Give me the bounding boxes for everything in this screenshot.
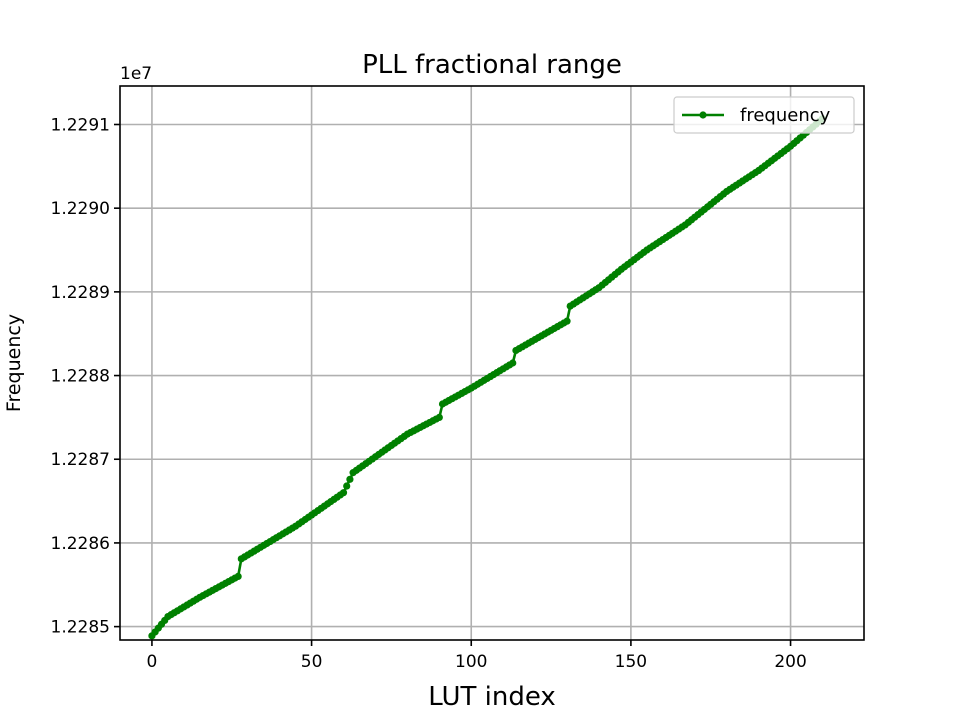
x-tick-label: 150	[615, 652, 647, 672]
y-tick-label: 1.2285	[51, 618, 110, 638]
data-point	[509, 359, 517, 367]
data-point	[343, 482, 351, 490]
data-point	[339, 489, 348, 497]
y-tick-label: 1.2287	[51, 450, 110, 470]
data-point	[346, 475, 354, 483]
data-point	[234, 572, 242, 581]
x-tick-label: 100	[455, 652, 487, 672]
y-tick-label: 1.2288	[51, 367, 110, 387]
y-tick-label: 1.2291	[51, 115, 110, 135]
x-tick-label: 0	[147, 652, 158, 672]
x-axis: 0 50 100 150 200	[147, 640, 807, 672]
legend-marker-sample	[699, 111, 707, 119]
data-point	[563, 317, 571, 325]
y-tick-label: 1.2286	[51, 534, 110, 554]
legend-entry-frequency: frequency	[740, 105, 831, 126]
x-axis-label: LUT index	[428, 682, 556, 712]
series-layer	[148, 115, 827, 640]
y-axis-label: Frequency	[3, 314, 25, 412]
y-axis-offset-label: 1e7	[120, 64, 152, 84]
plot-area	[120, 86, 864, 640]
legend: frequency	[673, 96, 855, 134]
grid	[120, 86, 864, 640]
y-axis: 1.2285 1.2286 1.2287 1.2288 1.2289 1.2290 1.22…	[51, 115, 120, 638]
x-tick-label: 200	[774, 652, 806, 672]
legend-box	[673, 96, 855, 134]
x-tick-label: 50	[301, 652, 323, 672]
y-tick-label: 1.2289	[51, 283, 110, 303]
y-tick-label: 1.2290	[51, 199, 110, 219]
chart-title: PLL fractional range	[362, 50, 622, 80]
data-point	[435, 413, 443, 421]
axes-frame	[119, 85, 865, 641]
